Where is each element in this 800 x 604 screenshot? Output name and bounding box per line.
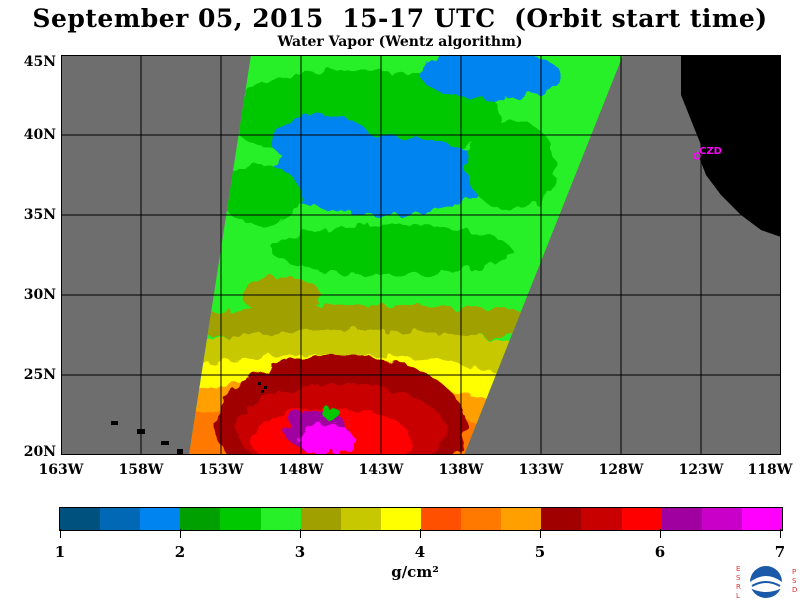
lat-label-25n: 25N [23,367,56,383]
colorbar-tick [780,529,781,538]
noaa-esrl-psd-logo: E S R L P S D [734,562,800,600]
colorbar-label-7: 7 [774,543,786,561]
colorbar-tick [540,529,541,538]
colorbar-swatch [461,508,502,530]
water-vapor-map: CZD [61,55,781,455]
logo-letter: D [792,586,797,594]
colorbar-swatch [260,508,301,530]
lat-label-20n: 20N [23,444,56,460]
colorbar-swatch [741,508,782,530]
colorbar-label-2: 2 [174,543,186,561]
colorbar-tick [60,529,61,538]
colorbar-swatch [380,508,421,530]
lon-label-153w: 153W [198,462,244,478]
station-marker [693,152,701,160]
colorbar-label-5: 5 [534,543,546,561]
lat-label-30n: 30N [23,287,56,303]
map-subtitle: Water Vapor (Wentz algorithm) [277,34,523,50]
colorbar-swatch [581,508,622,530]
colorbar-tick [420,529,421,538]
colorbar-swatch [140,508,181,530]
colorbar-swatch [60,508,101,530]
colorbar-label-1: 1 [54,543,66,561]
lon-label-128w: 128W [598,462,644,478]
colorbar-label-4: 4 [414,543,426,561]
colorbar-label-3: 3 [294,543,306,561]
colorbar-units: g/cm² [391,563,439,581]
colorbar-swatch [100,508,141,530]
logo-letter: S [792,577,797,585]
lon-label-143w: 143W [358,462,404,478]
lon-label-138w: 138W [438,462,484,478]
colorbar-tick [300,529,301,538]
colorbar-swatch [300,508,341,530]
colorbar-swatch [501,508,542,530]
logo-letter: E [736,565,740,573]
logo-letter: L [736,592,740,600]
lat-lon-grid [61,55,781,455]
colorbar-swatch [701,508,742,530]
logo-letter: R [736,583,741,591]
lon-label-133w: 133W [518,462,564,478]
lat-label-40n: 40N [23,127,56,143]
lon-label-163w: 163W [38,462,84,478]
colorbar [59,507,783,531]
lon-label-148w: 148W [278,462,324,478]
map-title: September 05, 2015 15-17 UTC (Orbit star… [32,4,768,33]
map-canvas: CZD [61,55,781,455]
lon-label-123w: 123W [678,462,724,478]
colorbar-swatch [661,508,702,530]
island-dots [258,382,267,393]
colorbar-swatch [340,508,381,530]
logo-letter: S [736,574,741,582]
colorbar-swatch [621,508,662,530]
colorbar-swatch [420,508,462,530]
colorbar-swatch [541,508,582,530]
lat-label-35n: 35N [23,207,56,223]
station-label: CZD [699,146,722,157]
logo-letter: P [792,568,796,576]
lat-label-45n: 45N [23,54,56,70]
colorbar-swatch [180,508,221,530]
lon-label-158w: 158W [118,462,164,478]
colorbar-label-6: 6 [654,543,666,561]
colorbar-tick [660,529,661,538]
north-america-coast [681,55,781,237]
colorbar-swatch [220,508,261,530]
lon-label-118w: 118W [747,462,793,478]
colorbar-tick [180,529,181,538]
